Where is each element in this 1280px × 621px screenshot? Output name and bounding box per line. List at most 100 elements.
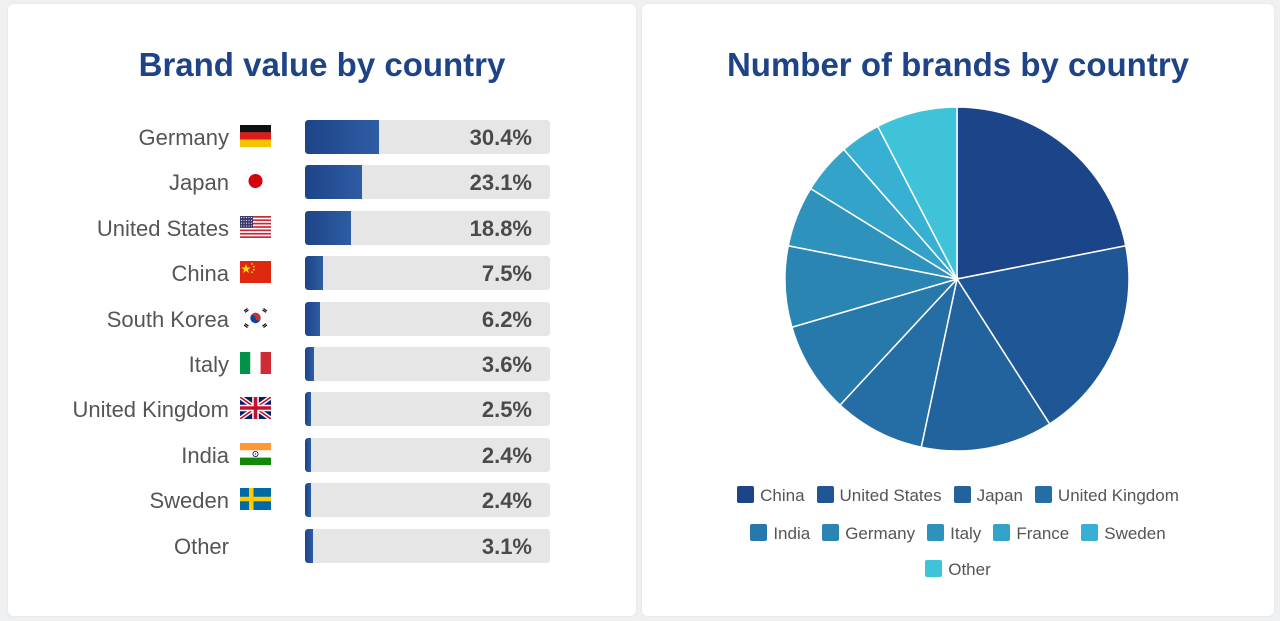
bar (305, 256, 324, 291)
south-korea-flag (240, 306, 271, 329)
bar-track: 7.5% (305, 256, 550, 291)
bar (305, 392, 312, 427)
sweden-flag (240, 488, 271, 511)
brand-count-title: Number of brands by country (726, 46, 1190, 83)
legend-label: India (773, 524, 811, 543)
brand-value-title: Brand value by country (138, 46, 506, 83)
bar-value-label: 30.4% (469, 125, 532, 150)
bar-category-label: Sweden (149, 488, 229, 514)
legend-label: France (1016, 524, 1070, 543)
pie-slice-united-states[interactable] (955, 244, 1130, 425)
bar-category-label: South Korea (106, 306, 229, 332)
bar-track: 3.6% (305, 347, 550, 381)
india-flag (240, 442, 271, 465)
bar-category-label: Japan (169, 170, 229, 196)
legend-swatch (953, 486, 971, 503)
italy-flag (240, 352, 271, 374)
legend-row: Other (642, 560, 1274, 580)
pie-slice-china[interactable] (956, 106, 1127, 280)
pie-slice-other[interactable] (876, 106, 958, 280)
bar-row: Sweden 2.4% (8, 483, 636, 518)
legend-item[interactable]: China (737, 486, 805, 506)
legend-label: Other (948, 560, 991, 579)
legend-item[interactable]: Other (925, 560, 991, 580)
legend-label: Sweden (1104, 524, 1166, 543)
legend-label: Italy (950, 524, 982, 543)
pie-slice-japan[interactable] (920, 277, 1051, 452)
bar-track: 6.2% (305, 301, 550, 336)
bar (305, 301, 321, 336)
legend-swatch (750, 524, 768, 541)
bar-row: Germany 30.4% (8, 120, 636, 154)
bar-value-label: 18.8% (469, 215, 532, 241)
legend-swatch (993, 524, 1011, 541)
bar-category-label: China (171, 261, 229, 287)
bar-track: 18.8% (305, 210, 550, 245)
bar-track: 30.4% (305, 120, 550, 154)
legend-item[interactable]: United States (816, 486, 942, 506)
bar-row: Japan 23.1% (8, 165, 636, 200)
bar-value-label: 2.4% (481, 442, 532, 468)
bar-row: Italy 3.6% (8, 347, 636, 381)
bar-row: India 2.4% (8, 437, 636, 472)
united-states-flag (240, 215, 271, 238)
legend-label: United Kingdom (1057, 486, 1179, 505)
bar-category-label: United Kingdom (72, 397, 229, 423)
bar-category-label: Germany (138, 125, 229, 150)
bar (305, 528, 313, 563)
bar-row: China 7.5% (8, 256, 636, 291)
bar-category-label: Italy (188, 352, 229, 377)
china-flag (240, 261, 271, 284)
bar-value-label: 2.4% (481, 488, 532, 514)
legend-swatch (925, 560, 943, 577)
legend-label: United States (839, 486, 942, 505)
legend-row: India Germany Italy France Sweden (642, 524, 1274, 544)
united-kingdom-flag (240, 397, 271, 420)
bar-row: Other 3.1% (8, 528, 636, 563)
bar-value-label: 2.5% (481, 397, 532, 423)
legend-label: China (760, 486, 805, 505)
brand-count-pie-chart (784, 106, 1130, 452)
bar-value-label: 7.5% (481, 261, 532, 287)
bar (305, 483, 311, 518)
bar (305, 210, 352, 245)
bar-track: 3.1% (305, 528, 550, 563)
germany-flag (240, 125, 271, 147)
legend-swatch (822, 524, 840, 541)
legend-item[interactable]: France (993, 524, 1069, 544)
bar-value-label: 6.2% (481, 306, 532, 332)
bar (305, 347, 314, 381)
bar-track: 2.4% (305, 483, 550, 518)
japan-flag (240, 170, 271, 193)
pie-slice-india[interactable] (790, 277, 960, 407)
bar-category-label: United States (96, 215, 229, 241)
bar-track: 23.1% (305, 165, 550, 200)
legend-item[interactable]: Japan (953, 486, 1023, 506)
bar-row: United Kingdom 2.5% (8, 392, 636, 427)
bar-category-label: India (181, 442, 229, 468)
bar-track: 2.4% (305, 437, 550, 472)
bar (305, 437, 311, 472)
pie-slice-united-kingdom[interactable] (838, 276, 959, 449)
brand-value-panel: Brand value by country Germany 30.4% Japan… (8, 4, 636, 616)
legend-item[interactable]: Italy (927, 524, 981, 544)
bar-value-label: 3.1% (481, 533, 532, 559)
bar-track: 2.5% (305, 392, 550, 427)
legend-item[interactable]: Sweden (1081, 524, 1166, 544)
legend-item[interactable]: United Kingdom (1034, 486, 1179, 506)
legend-swatch (816, 486, 834, 503)
bar-category-label: Other (173, 533, 229, 559)
bar-value-label: 23.1% (469, 170, 532, 196)
legend-label: Japan (976, 486, 1023, 505)
legend-swatch (737, 486, 755, 503)
bar (305, 165, 362, 200)
legend-label: Germany (845, 524, 916, 543)
bar-value-label: 3.6% (481, 352, 532, 377)
bar-row: United States 18.8% (8, 210, 636, 245)
legend-item[interactable]: India (750, 524, 810, 544)
bar-row: South Korea 6.2% (8, 301, 636, 336)
legend-swatch (1034, 486, 1052, 503)
brand-count-panel: Number of brands by country China United … (642, 4, 1274, 616)
legend-swatch (927, 524, 945, 541)
legend-item[interactable]: Germany (822, 524, 915, 544)
